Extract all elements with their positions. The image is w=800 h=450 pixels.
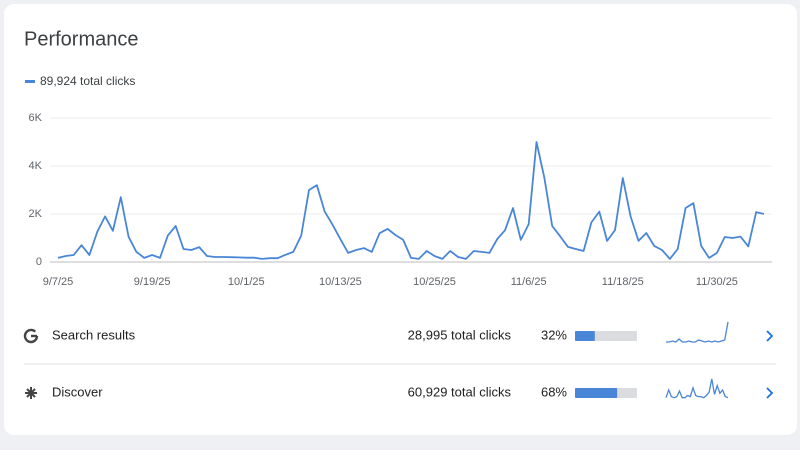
y-tick-label: 4K xyxy=(29,160,43,172)
x-tick-label: 11/6/25 xyxy=(511,276,547,288)
x-tick-label: 9/7/25 xyxy=(43,276,74,288)
x-tick-label: 11/30/25 xyxy=(696,276,738,288)
x-tick-label: 10/25/25 xyxy=(413,276,456,288)
share-bar xyxy=(575,331,595,341)
data-line xyxy=(57,141,765,260)
sparkline xyxy=(665,378,729,399)
row-chevron[interactable] xyxy=(766,330,774,342)
y-tick-label: 0 xyxy=(36,256,42,268)
row-name: Discover xyxy=(52,384,103,399)
card-title: Performance xyxy=(24,28,139,50)
x-tick-label: 10/13/25 xyxy=(319,276,362,288)
x-tick-label: 9/19/25 xyxy=(134,276,171,288)
legend-swatch xyxy=(25,80,35,83)
google-icon xyxy=(23,328,39,344)
row-chevron[interactable] xyxy=(766,387,774,399)
row-clicks: 28,995 total clicks xyxy=(408,327,512,342)
y-tick-label: 2K xyxy=(29,208,43,220)
row-clicks: 60,929 total clicks xyxy=(408,384,512,399)
y-tick-label: 6K xyxy=(29,112,43,124)
legend-label: 89,924 total clicks xyxy=(40,74,135,88)
row-name: Search results xyxy=(52,327,136,342)
sparkline xyxy=(666,321,729,343)
row-share: 32% xyxy=(541,327,567,342)
x-tick-label: 10/1/25 xyxy=(228,276,265,288)
share-bar xyxy=(575,388,618,398)
discover-icon xyxy=(25,387,37,399)
x-tick-label: 11/18/25 xyxy=(602,276,644,288)
card-background xyxy=(4,4,797,435)
row-share: 68% xyxy=(541,384,567,399)
